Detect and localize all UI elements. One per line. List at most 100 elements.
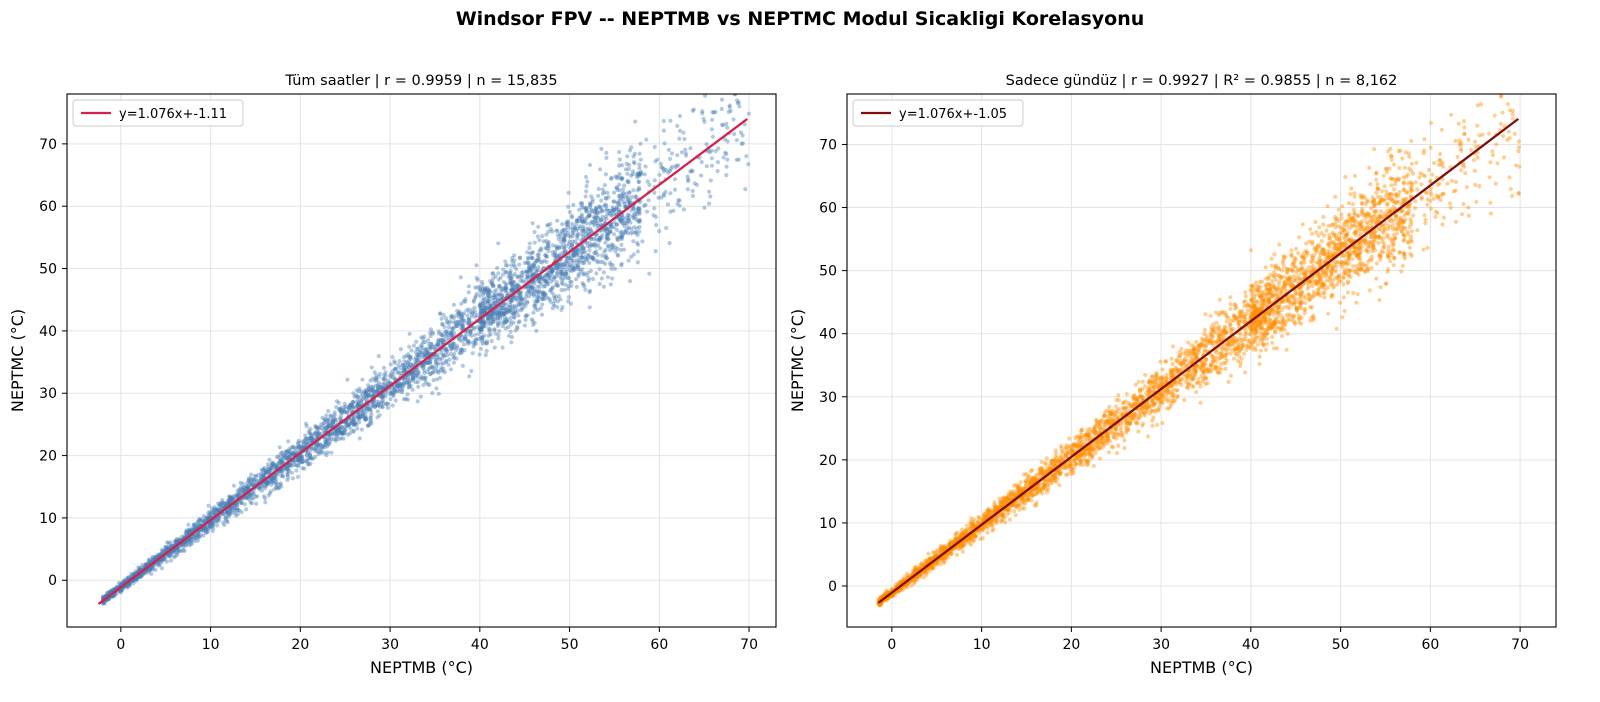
chart-0-scatter-point — [175, 549, 180, 554]
chart-0-scatter-point — [426, 351, 431, 356]
chart-0-scatter-point — [612, 212, 617, 217]
chart-0-scatter-point — [559, 240, 564, 245]
chart-0-scatter-point — [287, 446, 292, 451]
chart-0-scatter-point — [278, 458, 283, 463]
chart-0-scatter-point — [355, 395, 360, 400]
chart-0-scatter-point — [251, 479, 257, 484]
chart-0-scatter-point — [585, 226, 590, 231]
chart-0-scatter-point — [573, 225, 578, 230]
chart-0-scatter-point — [600, 253, 605, 258]
chart-0-scatter-point — [512, 264, 517, 269]
chart-0-scatter-point — [364, 393, 369, 398]
chart-0-scatter-point — [546, 272, 551, 277]
chart-0-scatter-point — [466, 307, 471, 312]
chart-0-scatter-point — [699, 160, 704, 165]
chart-0-scatter-point — [255, 494, 260, 499]
chart-0-scatter-point — [603, 214, 608, 219]
chart-0-scatter-point — [429, 342, 434, 347]
chart-0-scatter-point — [550, 268, 555, 274]
chart-0-scatter-point — [594, 237, 599, 242]
chart-0-scatter-point — [492, 294, 497, 300]
chart-0-scatter-point — [440, 337, 446, 343]
chart-0-scatter-point — [250, 490, 255, 495]
chart-0-scatter-point — [351, 391, 356, 396]
chart-0-scatter-point — [573, 263, 578, 268]
chart-0-scatter-point — [164, 547, 169, 552]
chart-0-scatter-point — [344, 409, 350, 414]
chart-0-scatter-point — [615, 246, 620, 251]
chart-0-scatter-point — [460, 321, 465, 326]
chart-1-scatter-point — [1116, 393, 1121, 398]
chart-0-scatter-point — [550, 269, 555, 274]
chart-0-scatter-point — [436, 339, 441, 344]
chart-0-scatter-point — [480, 287, 486, 292]
chart-0-scatter-point — [362, 389, 367, 394]
chart-0-scatter-point — [606, 243, 611, 249]
chart-0-scatter-point — [357, 414, 362, 419]
chart-0-scatter-point — [348, 421, 353, 426]
chart-0-scatter-point — [351, 422, 356, 427]
chart-0-scatter-point — [560, 262, 565, 267]
chart-0-scatter-point — [571, 267, 576, 272]
chart-0-scatter-point — [271, 476, 276, 481]
chart-0-scatter-point — [114, 591, 119, 597]
chart-0-scatter-point — [325, 437, 330, 442]
chart-0-scatter-point — [562, 287, 567, 292]
chart-0-scatter-point — [496, 271, 501, 276]
chart-0-scatter-point — [570, 250, 575, 255]
chart-0-scatter-point — [477, 287, 483, 292]
chart-0-scatter-point — [364, 417, 369, 422]
chart-0-scatter-point — [326, 436, 331, 441]
chart-0-scatter-point — [414, 339, 419, 344]
chart-0-scatter-point — [597, 204, 602, 209]
chart-0-scatter-point — [482, 304, 487, 309]
chart-0-scatter-point — [485, 285, 490, 291]
chart-0-scatter-point — [617, 149, 622, 155]
chart-0-scatter-point — [495, 323, 500, 328]
chart-0-scatter-point — [268, 489, 273, 494]
chart-0-scatter-point — [679, 150, 685, 155]
chart-0-scatter-point — [280, 467, 285, 472]
chart-0-scatter-point — [508, 315, 513, 320]
chart-0-scatter-point — [223, 514, 229, 519]
chart-0-scatter-point — [497, 311, 503, 316]
chart-0-scatter-point — [611, 199, 617, 204]
chart-0-scatter-point — [486, 288, 491, 293]
chart-0-scatter-point — [508, 270, 513, 275]
chart-0-scatter-point — [428, 360, 433, 366]
chart-0-scatter-point — [501, 280, 506, 285]
chart-0-scatter-point — [336, 407, 341, 412]
chart-0-scatter-point — [612, 225, 617, 230]
chart-0-scatter-point — [565, 275, 571, 280]
chart-0-scatter-point — [536, 295, 541, 300]
chart-0-scatter-point — [320, 444, 325, 449]
chart-0-scatter-point — [393, 389, 398, 394]
chart-0-scatter-point — [299, 456, 305, 462]
chart-0-scatter-point — [456, 336, 461, 341]
chart-0-scatter-point — [604, 236, 609, 241]
chart-0-scatter-point — [500, 286, 505, 291]
chart-0-scatter-point — [584, 184, 589, 189]
chart-0-scatter-point — [740, 133, 745, 138]
chart-0-scatter-point — [439, 338, 444, 343]
chart-0-scatter-point — [300, 459, 305, 464]
chart-0-scatter-point — [146, 558, 151, 563]
chart-0-scatter-point — [362, 415, 367, 421]
chart-0-scatter-point — [243, 483, 248, 488]
chart-0-scatter-point — [488, 327, 493, 332]
chart-0-scatter-point — [522, 297, 527, 302]
chart-0-scatter-point — [433, 359, 438, 364]
chart-0-scatter-point — [610, 205, 615, 210]
chart-0-scatter-point — [541, 290, 546, 295]
chart-0-scatter-point — [581, 219, 586, 224]
chart-0-scatter-point — [636, 206, 641, 211]
chart-0-scatter-point — [110, 587, 115, 592]
chart-0-scatter-point — [571, 231, 576, 236]
chart-0-scatter-point — [315, 428, 320, 433]
chart-0-scatter-point — [584, 174, 589, 180]
chart-0-scatter-point — [558, 297, 563, 302]
chart-0-scatter-point — [402, 366, 407, 371]
chart-0-scatter-point — [221, 500, 226, 505]
chart-0-scatter-point — [274, 482, 279, 488]
chart-0-scatter-point — [635, 260, 641, 265]
